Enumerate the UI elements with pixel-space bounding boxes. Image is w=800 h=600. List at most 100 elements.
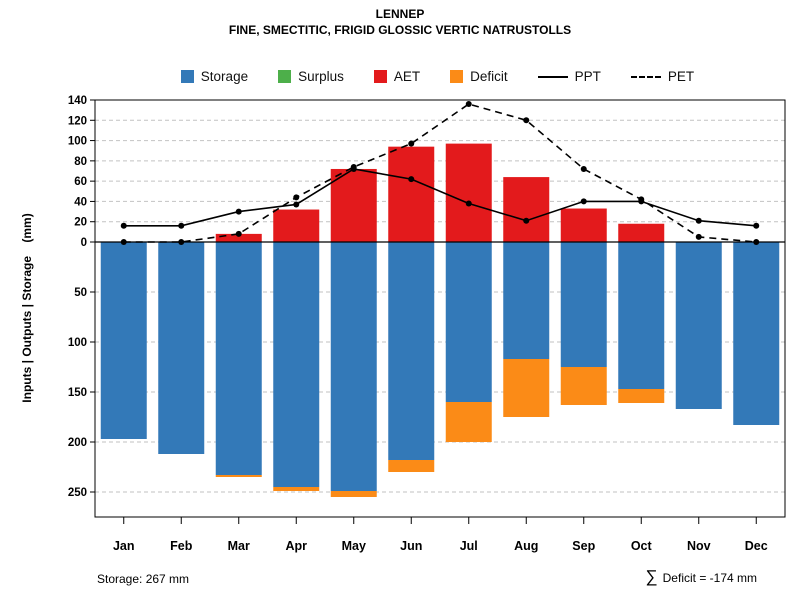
- legend-item-storage: Storage: [180, 69, 249, 84]
- legend-item-surplus: Surplus: [278, 69, 344, 84]
- legend-label-pet: PET: [667, 69, 695, 84]
- y-tick-label: 100: [68, 337, 87, 349]
- pet-line: [123, 103, 757, 243]
- aet-bar: [560, 208, 607, 242]
- y-tick-label: 20: [74, 217, 87, 229]
- ppt-point: [580, 198, 587, 205]
- x-tick-label: Jun: [400, 539, 422, 553]
- legend-item-ppt: PPT: [537, 69, 601, 84]
- legend-item-aet: AET: [373, 69, 421, 84]
- aet-bar: [388, 146, 435, 242]
- y-tick-label: 60: [74, 176, 87, 188]
- deficit-sum-label: ∑ Deficit = -174 mm: [645, 567, 757, 586]
- y-tick-label: 150: [68, 387, 87, 399]
- aet-bar: [618, 223, 665, 242]
- aet-swatch-icon: [373, 70, 387, 83]
- pet-point: [178, 239, 185, 245]
- x-tick-label: Oct: [631, 539, 653, 553]
- legend-label-deficit: Deficit: [470, 69, 508, 84]
- plot-border: [94, 99, 786, 518]
- deficit-bar: [445, 402, 492, 442]
- legend-item-pet: PET: [630, 69, 695, 84]
- y-tick-label: 0: [81, 237, 87, 249]
- storage-bar: [733, 242, 780, 425]
- y-tick-label: 250: [68, 487, 87, 499]
- sigma-icon: ∑: [645, 567, 658, 586]
- x-tick-label: Aug: [514, 539, 538, 553]
- pet-point: [753, 239, 760, 245]
- deficit-bar: [618, 389, 665, 403]
- ppt-point: [753, 222, 760, 229]
- x-tick-label: Jul: [460, 539, 478, 553]
- ppt-point: [523, 217, 530, 224]
- x-tick-label: Dec: [745, 539, 768, 553]
- pet-point: [580, 165, 587, 172]
- ppt-point: [178, 222, 185, 229]
- y-tick-label: 120: [68, 115, 87, 127]
- legend-label-storage: Storage: [200, 69, 249, 84]
- ppt-line-icon: [537, 75, 568, 78]
- deficit-bar: [330, 491, 377, 497]
- storage-bar: [445, 242, 492, 402]
- x-tick-label: Jan: [113, 539, 135, 553]
- legend-label-surplus: Surplus: [298, 69, 344, 84]
- pet-point: [120, 239, 127, 245]
- ppt-point: [235, 208, 242, 215]
- ppt-point: [408, 176, 415, 183]
- y-tick-label: 40: [74, 196, 87, 208]
- storage-bar: [158, 242, 205, 454]
- chart-subtitle: FINE, SMECTITIC, FRIGID GLOSSIC VERTIC N…: [228, 23, 572, 37]
- plot-background: [95, 100, 785, 517]
- aet-bar: [273, 209, 320, 242]
- ppt-point: [120, 222, 127, 229]
- y-tick-label: 200: [68, 437, 87, 449]
- pet-point: [638, 196, 645, 203]
- x-tick-label: Sep: [572, 539, 595, 553]
- legend-item-deficit: Deficit: [450, 69, 508, 84]
- pet-point: [695, 233, 702, 240]
- storage-bar: [100, 242, 147, 439]
- pet-point: [465, 101, 472, 108]
- legend: Storage Surplus AET Deficit PPT PET: [90, 69, 785, 84]
- storage-bar: [560, 242, 607, 367]
- pet-point: [350, 163, 357, 170]
- aet-bar: [330, 168, 377, 242]
- storage-bar: [388, 242, 435, 460]
- ppt-point: [695, 217, 702, 224]
- aet-bar: [445, 143, 492, 242]
- deficit-sum-text: Deficit = -174 mm: [662, 570, 757, 585]
- storage-swatch-icon: [180, 70, 194, 83]
- legend-label-aet: AET: [393, 69, 421, 84]
- x-tick-label: Feb: [170, 539, 193, 553]
- y-tick-label: 50: [74, 287, 87, 299]
- ppt-point: [293, 201, 300, 208]
- pet-point: [408, 140, 415, 147]
- storage-bar: [330, 242, 377, 491]
- aet-bar: [215, 233, 262, 242]
- pet-point: [235, 230, 242, 237]
- legend-label-ppt: PPT: [574, 69, 601, 84]
- x-tick-label: Mar: [228, 539, 250, 553]
- x-tick-label: Apr: [285, 539, 307, 553]
- deficit-bar: [388, 460, 435, 472]
- deficit-bar: [560, 367, 607, 405]
- deficit-bar: [215, 475, 262, 477]
- y-tick-label: 100: [68, 136, 87, 148]
- storage-bar: [675, 242, 722, 409]
- deficit-swatch-icon: [450, 70, 464, 83]
- pet-point: [523, 117, 530, 124]
- storage-total-label: Storage: 267 mm: [97, 572, 190, 586]
- y-tick-label: 80: [74, 156, 87, 168]
- chart-title: LENNEP: [375, 7, 425, 21]
- surplus-swatch-icon: [278, 70, 292, 83]
- y-tick-label: 140: [68, 95, 87, 107]
- deficit-bar: [503, 359, 550, 417]
- storage-bar: [215, 242, 262, 475]
- aet-bar: [503, 177, 550, 242]
- ppt-line: [123, 168, 757, 227]
- storage-bar: [273, 242, 320, 487]
- storage-bar: [503, 242, 550, 359]
- pet-line-icon: [630, 75, 661, 78]
- pet-point: [293, 194, 300, 201]
